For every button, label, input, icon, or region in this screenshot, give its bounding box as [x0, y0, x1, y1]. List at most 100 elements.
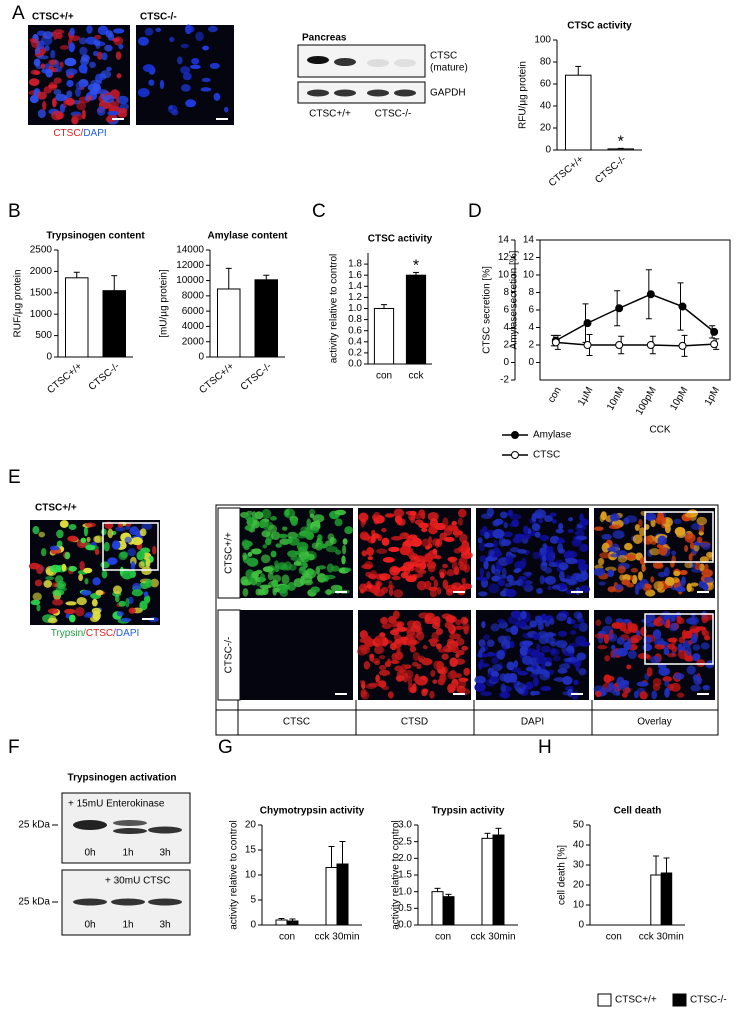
cell: [489, 676, 500, 682]
x-tick-label: CTSC-/-: [593, 154, 628, 186]
band: [113, 820, 147, 826]
cell: [597, 557, 605, 566]
legend-label: Amylase: [533, 430, 572, 441]
cell: [435, 628, 443, 636]
cell: [87, 95, 93, 101]
cell: [40, 547, 47, 557]
cell: [279, 538, 291, 546]
cell: [612, 530, 625, 539]
x-tick-label: CTSC+/+: [45, 361, 84, 396]
cell: [137, 87, 150, 98]
cell: [479, 567, 485, 578]
cell: [79, 46, 88, 56]
cell: [273, 587, 280, 593]
y-axis-label: activity relative to control: [229, 820, 240, 930]
cell: [101, 570, 108, 579]
cell: [615, 647, 628, 657]
cell: [599, 552, 611, 559]
cell: [382, 637, 389, 645]
cell: [400, 572, 409, 579]
cell: [89, 88, 101, 95]
cell: [97, 51, 103, 60]
cell: [663, 648, 670, 656]
band: [367, 59, 389, 67]
cell: [69, 35, 81, 41]
cell: [488, 549, 495, 556]
cell: [432, 679, 438, 684]
genotype: CTSC-/-: [140, 12, 177, 23]
cell: [624, 542, 633, 551]
y-tick-label: 40: [540, 101, 552, 112]
cell: [547, 585, 552, 590]
cell: [52, 598, 64, 606]
chart-title: Trypsinogen content: [46, 231, 145, 242]
cell: [125, 597, 130, 608]
point: [710, 327, 719, 336]
cell: [573, 611, 582, 620]
cell: [131, 537, 143, 546]
cell: [550, 648, 557, 655]
y2-tick-label: 2: [528, 340, 534, 351]
cell: [421, 657, 433, 666]
cell: [104, 44, 113, 52]
cell: [381, 622, 392, 630]
cell: [523, 525, 529, 535]
cell: [593, 526, 604, 531]
cell: [552, 655, 561, 662]
cell: [660, 611, 672, 620]
cell: [395, 675, 406, 682]
cell: [477, 537, 483, 544]
cell: [511, 519, 520, 528]
cell: [150, 578, 159, 588]
cell: [675, 586, 686, 593]
cell: [671, 555, 676, 564]
cell: [518, 576, 527, 581]
cell: [36, 604, 41, 612]
cell: [259, 584, 272, 589]
cell: [700, 642, 710, 650]
micrograph-cells: [28, 25, 129, 125]
y-tick-label: 0.0: [348, 359, 362, 370]
bar: [431, 891, 444, 926]
cell: [281, 574, 290, 585]
cell: [517, 670, 529, 676]
cell: [421, 527, 428, 533]
cell: [359, 531, 370, 541]
cell: [442, 579, 449, 590]
time: 0h: [84, 920, 95, 931]
cell: [378, 664, 387, 671]
cell: [259, 519, 266, 529]
cell: [33, 58, 41, 67]
y-tick-label: 1000: [30, 309, 53, 320]
cell: [617, 554, 628, 563]
stain: DAPI: [116, 628, 139, 639]
cell: [180, 43, 189, 49]
y-tick-label: 20: [573, 880, 585, 891]
cell: [555, 528, 564, 534]
cell: [259, 577, 265, 583]
cell: [483, 542, 495, 548]
cell: [474, 675, 486, 684]
cell: [579, 513, 584, 521]
cell: [129, 526, 139, 536]
cell: [448, 685, 456, 692]
cell: [209, 62, 220, 70]
cell: [510, 625, 519, 636]
cell: [65, 97, 75, 106]
cell: [578, 668, 587, 676]
cell: [44, 45, 50, 52]
y-tick-label: 6000: [182, 306, 205, 317]
cell: [36, 564, 44, 575]
band: [148, 826, 182, 834]
cell: [71, 113, 84, 121]
treatment: + 30mU CTSC: [105, 876, 170, 887]
cell: [540, 686, 552, 692]
cell: [389, 565, 400, 576]
cell: [115, 97, 120, 108]
grid-frame: [215, 504, 719, 736]
cell: [604, 566, 617, 572]
column-label: CTSD: [401, 717, 428, 728]
cell: [671, 550, 677, 556]
cell: [544, 515, 553, 523]
bar: [373, 308, 395, 365]
